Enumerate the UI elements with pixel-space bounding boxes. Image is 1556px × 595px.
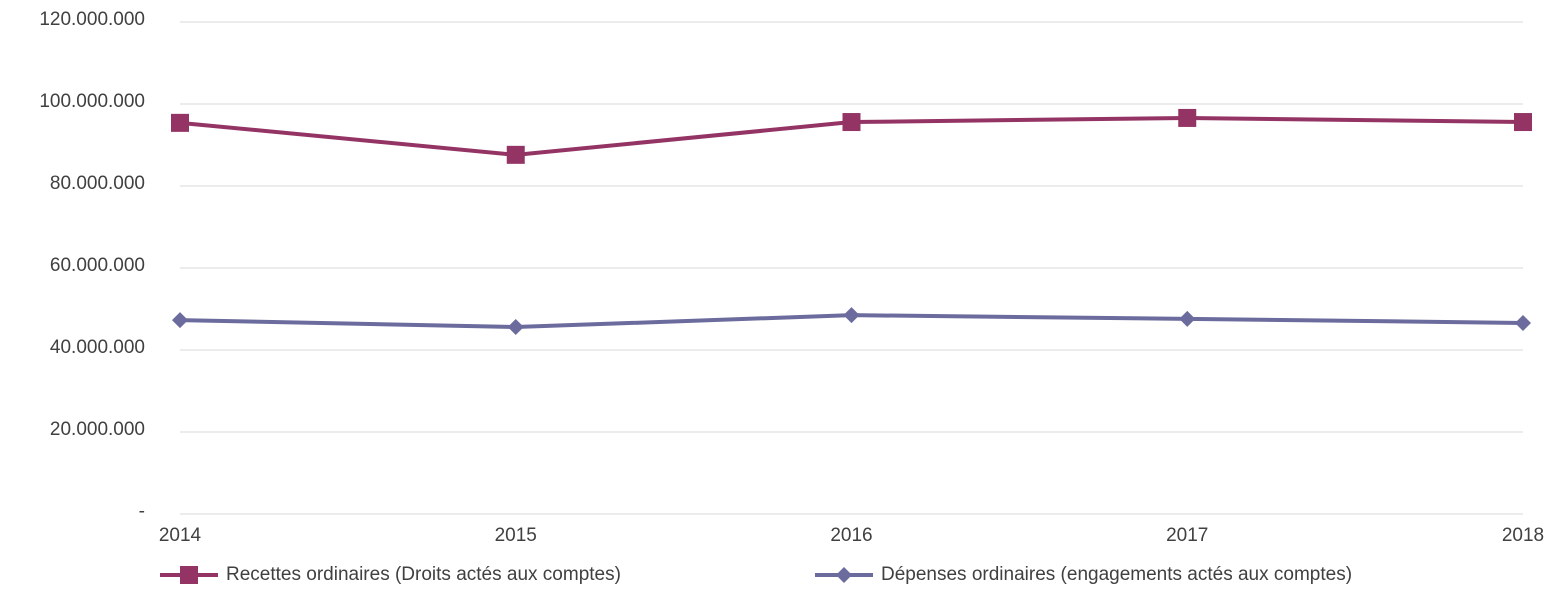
marker xyxy=(1178,108,1197,127)
marker xyxy=(843,307,860,324)
marker xyxy=(1179,310,1196,327)
marker xyxy=(172,312,188,329)
x-tick-label: 2018 xyxy=(1502,525,1544,546)
y-tick-label: 80.000.000 xyxy=(50,173,145,194)
marker xyxy=(1514,113,1532,132)
y-tick-label: 120.000.000 xyxy=(39,9,145,30)
y-tick-label: 60.000.000 xyxy=(50,255,145,276)
x-tick-label: 2015 xyxy=(495,525,537,546)
y-tick-label: 20.000.000 xyxy=(50,419,145,440)
marker xyxy=(171,113,189,132)
y-tick-label: 40.000.000 xyxy=(50,337,145,358)
marker xyxy=(842,113,861,132)
legend-label: Recettes ordinaires (Droits actés aux co… xyxy=(226,564,621,585)
marker xyxy=(507,319,524,336)
x-tick-label: 2014 xyxy=(159,525,202,546)
x-tick-label: 2017 xyxy=(1166,525,1208,546)
marker xyxy=(180,566,198,584)
x-tick-label: 2016 xyxy=(830,525,872,546)
y-tick-label: 100.000.000 xyxy=(39,91,145,112)
legend-label: Dépenses ordinaires (engagements actés a… xyxy=(881,564,1352,585)
y-tick-label: - xyxy=(139,501,145,522)
marker xyxy=(1515,314,1531,331)
marker xyxy=(506,145,525,164)
marker xyxy=(836,567,852,583)
